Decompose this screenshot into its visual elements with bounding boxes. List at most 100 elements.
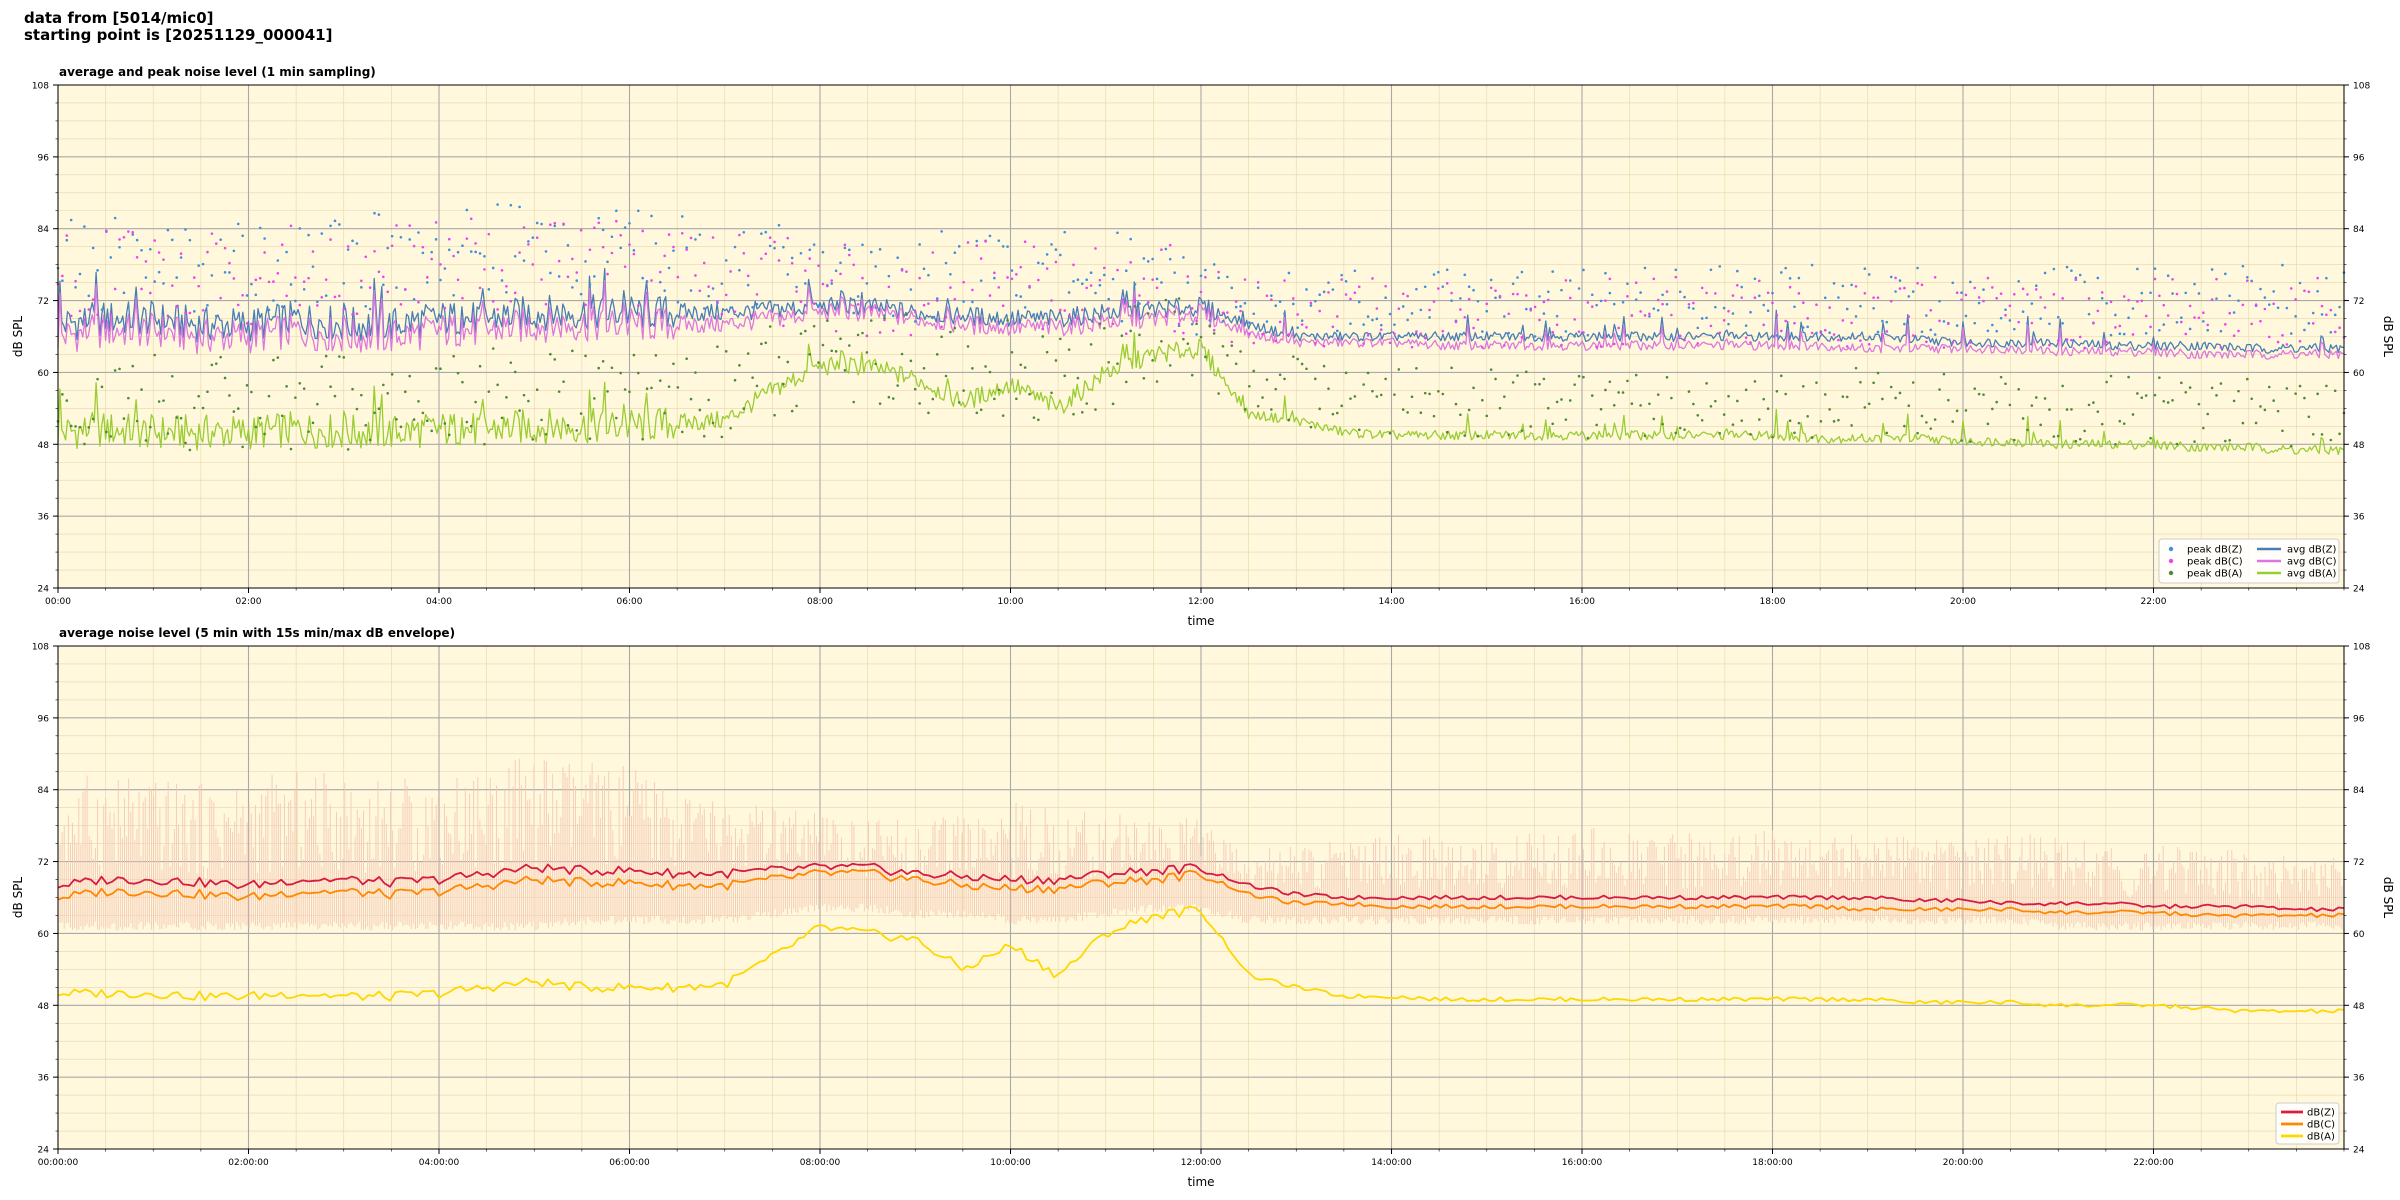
peak-point bbox=[650, 279, 653, 282]
y-tick-label: 108 bbox=[32, 82, 49, 92]
peak-point bbox=[1331, 288, 1335, 291]
peak-point bbox=[69, 218, 73, 222]
peak-point bbox=[1560, 398, 1563, 401]
peak-point bbox=[1564, 330, 1568, 333]
peak-point bbox=[2144, 394, 2148, 397]
peak-point bbox=[1727, 309, 1730, 313]
peak-point bbox=[1714, 292, 1717, 295]
peak-point bbox=[636, 371, 640, 375]
peak-point bbox=[149, 291, 152, 295]
peak-point bbox=[1261, 333, 1264, 336]
peak-point bbox=[1766, 291, 1770, 295]
peak-point bbox=[1832, 420, 1836, 423]
peak-point bbox=[1700, 317, 1704, 320]
peak-point bbox=[2043, 306, 2047, 309]
peak-point bbox=[491, 300, 495, 303]
peak-point bbox=[716, 345, 719, 349]
peak-point bbox=[2254, 421, 2258, 425]
peak-point bbox=[1481, 398, 1484, 402]
peak-point bbox=[1212, 332, 1216, 335]
peak-point bbox=[1388, 312, 1392, 316]
peak-point bbox=[1951, 281, 1955, 285]
peak-point bbox=[1793, 431, 1796, 435]
peak-point bbox=[1933, 333, 1937, 336]
legend-marker bbox=[2168, 558, 2174, 564]
peak-point bbox=[891, 314, 895, 318]
peak-point bbox=[1643, 266, 1647, 270]
peak-point bbox=[179, 256, 183, 259]
peak-point bbox=[1116, 231, 1119, 235]
peak-point bbox=[2065, 408, 2069, 411]
peak-point bbox=[1582, 331, 1585, 334]
peak-point bbox=[663, 254, 666, 258]
peak-point bbox=[1221, 311, 1225, 315]
peak-point bbox=[1151, 278, 1154, 281]
peak-point bbox=[707, 294, 710, 298]
peak-point bbox=[1670, 313, 1673, 317]
peak-point bbox=[439, 367, 442, 371]
peak-point bbox=[1349, 397, 1352, 400]
peak-point bbox=[1863, 406, 1867, 409]
peak-point bbox=[913, 387, 917, 391]
peak-point bbox=[1019, 363, 1023, 367]
x-tick-label: 16:00 bbox=[1569, 597, 1595, 607]
peak-point bbox=[729, 426, 732, 430]
peak-point bbox=[245, 322, 249, 325]
y-axis-label: dB SPL bbox=[11, 877, 25, 919]
peak-point bbox=[1177, 324, 1181, 328]
peak-point bbox=[144, 260, 148, 263]
peak-point bbox=[1621, 301, 1625, 304]
peak-point bbox=[1023, 240, 1027, 243]
peak-point bbox=[1612, 342, 1616, 346]
peak-point bbox=[2171, 277, 2174, 281]
peak-point bbox=[2206, 412, 2210, 416]
peak-point bbox=[2228, 439, 2231, 442]
peak-point bbox=[1771, 435, 1774, 439]
peak-point bbox=[469, 424, 473, 428]
peak-point bbox=[258, 276, 262, 280]
peak-point bbox=[685, 246, 688, 249]
peak-point bbox=[78, 425, 82, 429]
peak-point bbox=[918, 243, 921, 246]
peak-point bbox=[790, 261, 794, 265]
peak-point bbox=[2105, 302, 2108, 305]
peak-point bbox=[1006, 319, 1009, 322]
peak-point bbox=[1450, 366, 1453, 370]
peak-point bbox=[1815, 331, 1818, 335]
peak-point bbox=[496, 203, 499, 206]
peak-point bbox=[1459, 297, 1462, 300]
peak-point bbox=[1867, 343, 1871, 346]
peak-point bbox=[2311, 432, 2315, 436]
peak-point bbox=[1876, 371, 1880, 375]
peak-point bbox=[294, 396, 297, 399]
peak-point bbox=[1217, 276, 1220, 280]
peak-point bbox=[940, 230, 943, 233]
peak-point bbox=[1823, 393, 1827, 396]
peak-point bbox=[2245, 377, 2249, 381]
peak-point bbox=[1586, 333, 1590, 337]
peak-point bbox=[166, 228, 170, 232]
peak-point bbox=[2004, 308, 2007, 311]
peak-point bbox=[1494, 296, 1497, 300]
peak-point bbox=[979, 408, 983, 412]
peak-point bbox=[122, 417, 126, 420]
peak-point bbox=[1590, 394, 1594, 397]
peak-point bbox=[61, 393, 64, 396]
peak-point bbox=[861, 331, 864, 335]
peak-point bbox=[171, 374, 174, 378]
peak-point bbox=[1503, 315, 1506, 318]
peak-point bbox=[96, 377, 99, 381]
peak-point bbox=[118, 245, 121, 249]
peak-point bbox=[1828, 306, 1831, 309]
peak-point bbox=[267, 280, 271, 284]
peak-point bbox=[782, 245, 785, 249]
peak-point bbox=[2052, 267, 2056, 271]
peak-point bbox=[2056, 315, 2060, 319]
peak-point bbox=[1925, 421, 1928, 424]
peak-point bbox=[144, 439, 148, 442]
peak-point bbox=[2193, 282, 2196, 286]
peak-point bbox=[1714, 305, 1717, 309]
peak-point bbox=[812, 243, 816, 246]
peak-point bbox=[887, 285, 891, 289]
peak-point bbox=[324, 294, 328, 297]
